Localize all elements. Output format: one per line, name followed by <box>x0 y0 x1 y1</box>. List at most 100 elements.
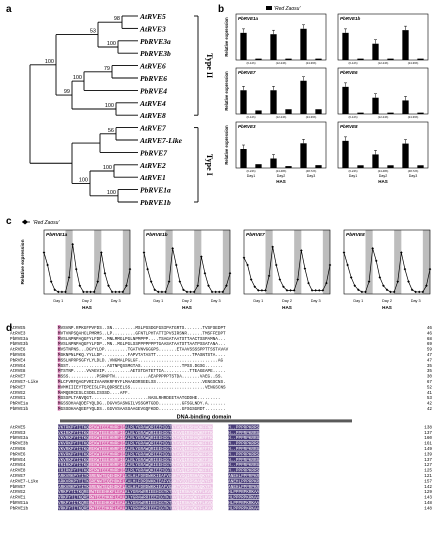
alignment-position: 68 <box>427 337 433 342</box>
dark-period-shade <box>394 230 402 294</box>
data-point <box>260 289 264 292</box>
subplot-title: PbRVE7 <box>246 232 265 238</box>
alignment-position: 157 <box>424 479 432 484</box>
conservation-block <box>228 456 260 462</box>
taxon-label: PbRVE7 <box>140 148 167 157</box>
bootstrap-value: 53 <box>90 29 96 35</box>
alignment-sequence: ARKVRKPYTITKSRENWTEQEHDKFLEALHLFDRDWKKIE… <box>58 479 290 484</box>
bar <box>387 112 394 114</box>
bootstrap-value: 100 <box>79 177 88 183</box>
data-point <box>325 281 328 285</box>
bar-subplot: PbRVE8 (0-24h) (24-48h) (48-72h) Day1 Day2 Day… <box>337 121 429 184</box>
data-point <box>321 289 325 292</box>
y-axis-label: Relative expression <box>224 71 229 111</box>
alignment-name: PbRVE7 <box>10 385 26 390</box>
x-axis-label: HAS <box>282 305 292 310</box>
subplot-title: PbRVE1b <box>340 16 361 21</box>
x-axis-label: HAS <box>82 305 92 310</box>
tick-label: (24-48h) <box>378 169 389 173</box>
subplot-title: PbRVE8 <box>340 124 358 129</box>
conservation-block <box>228 451 260 457</box>
conservation-block <box>125 467 172 473</box>
alignment-name: AtRVE2 <box>10 391 26 396</box>
bar <box>255 164 262 168</box>
bar <box>372 97 379 114</box>
alignment-sequence: MLCFVRFQAGFVRIIVAARKRFRYFLMAAEDRSEELSS..… <box>58 380 226 385</box>
bar <box>270 158 277 168</box>
conservation-block <box>58 483 89 489</box>
alignment-sequence: TRIRKPYTITKQRERWTEEEHNRFIEALRLYGRAWQKIEE… <box>58 463 282 468</box>
dark-period-shade <box>194 230 202 294</box>
alignment-position: 46 <box>427 326 433 331</box>
data-point <box>64 290 67 294</box>
bar <box>270 34 277 60</box>
alignment-name: PbRVE1a <box>10 501 28 506</box>
conservation-block <box>125 424 172 430</box>
y-axis-label: Relative expression <box>224 125 229 165</box>
bar <box>300 28 307 60</box>
dark-period-shade <box>165 230 173 294</box>
conservation-block <box>88 462 126 467</box>
conservation-block <box>88 435 126 440</box>
alignment-sequence: MVSTNPNS...DGYYLDP.........TGATVNVGGGPS.… <box>58 348 229 353</box>
start-residue-highlight <box>57 335 61 341</box>
bar <box>240 149 247 168</box>
alignment-sequence: VKVRKPYTITKQREKWTEEEHNRFIEALRLYGRAWQRIEE… <box>58 458 283 463</box>
conservation-block <box>88 456 126 462</box>
data-point <box>357 288 360 292</box>
taxon-label: AtRVE1 <box>139 173 166 182</box>
day-label: Day 1 <box>153 299 163 303</box>
panel-letter-b: b <box>218 4 225 15</box>
day-label: Day 3 <box>311 299 321 303</box>
conservation-block <box>58 446 89 451</box>
subplot-frame <box>235 13 327 61</box>
conservation-block <box>58 494 89 500</box>
data-point <box>89 290 92 294</box>
alignment-sequence: MGSSDHAAQEEFYQLDS..GGVVSAASSAAGEVGQFKDD.… <box>58 407 226 412</box>
bar <box>342 140 349 168</box>
day-label: Day 2 <box>382 299 392 303</box>
conservation-block <box>125 429 172 435</box>
alignment-position: 47 <box>427 358 433 363</box>
dark-period-shade <box>294 230 302 294</box>
x-axis-label: HAS <box>382 305 392 310</box>
tick-label: (12-24h) <box>378 61 389 65</box>
bar <box>300 80 307 114</box>
alignment-sequence: MSSS...........PSRNPTN.............AEAPP… <box>58 375 223 380</box>
subplot-frame <box>43 229 131 295</box>
taxon-label: AtRVE5 <box>139 12 166 21</box>
conservation-block <box>228 435 260 440</box>
conservation-block <box>58 456 89 462</box>
data-point <box>228 271 232 275</box>
bar <box>402 143 409 168</box>
data-point <box>285 289 289 292</box>
conservation-block <box>88 451 126 457</box>
alignment-position: 41 <box>427 391 433 396</box>
bootstrap-value: 98 <box>114 16 120 22</box>
data-point <box>317 289 321 292</box>
conservation-block <box>228 440 260 446</box>
tick-label: (24-36h) <box>306 115 317 119</box>
day-label: Day 1 <box>353 299 363 303</box>
taxon-label: PbRVE1a <box>140 186 171 195</box>
alignment-sequence: VKVRKPYTITKQREKWTEEEHNRFIEALRLYGRAWQRIEE… <box>58 436 283 441</box>
conservation-block <box>125 478 172 484</box>
bar-chart-panel: 'Red Zaosu' PbRVE1a (0-12h) (12-24h) (24-36h… <box>224 6 429 184</box>
alignment-name: AtRVE7 <box>10 375 26 380</box>
tick-label: (24-48h) <box>276 169 287 173</box>
tick-label: (0-12h) <box>348 115 357 119</box>
alignment-sequence: ARKVRKPYTITKSRENWTEQEHDKFLEALHLFDRDWKKIE… <box>58 485 290 490</box>
alignment-position: 149 <box>424 447 432 452</box>
subplot-title: PbRVE1b <box>146 232 168 238</box>
data-point <box>349 276 353 279</box>
start-residue-highlight <box>57 346 61 352</box>
alignment-name: PbRVE4 <box>10 458 26 463</box>
conservation-block <box>125 494 172 500</box>
subplot-frame <box>343 229 431 295</box>
conservation-block <box>171 505 213 511</box>
data-point <box>128 267 132 271</box>
subplot-frame <box>143 229 231 295</box>
data-point <box>242 256 246 260</box>
legend-label: 'Red Zaosu' <box>274 6 301 12</box>
conservation-block <box>228 505 260 511</box>
